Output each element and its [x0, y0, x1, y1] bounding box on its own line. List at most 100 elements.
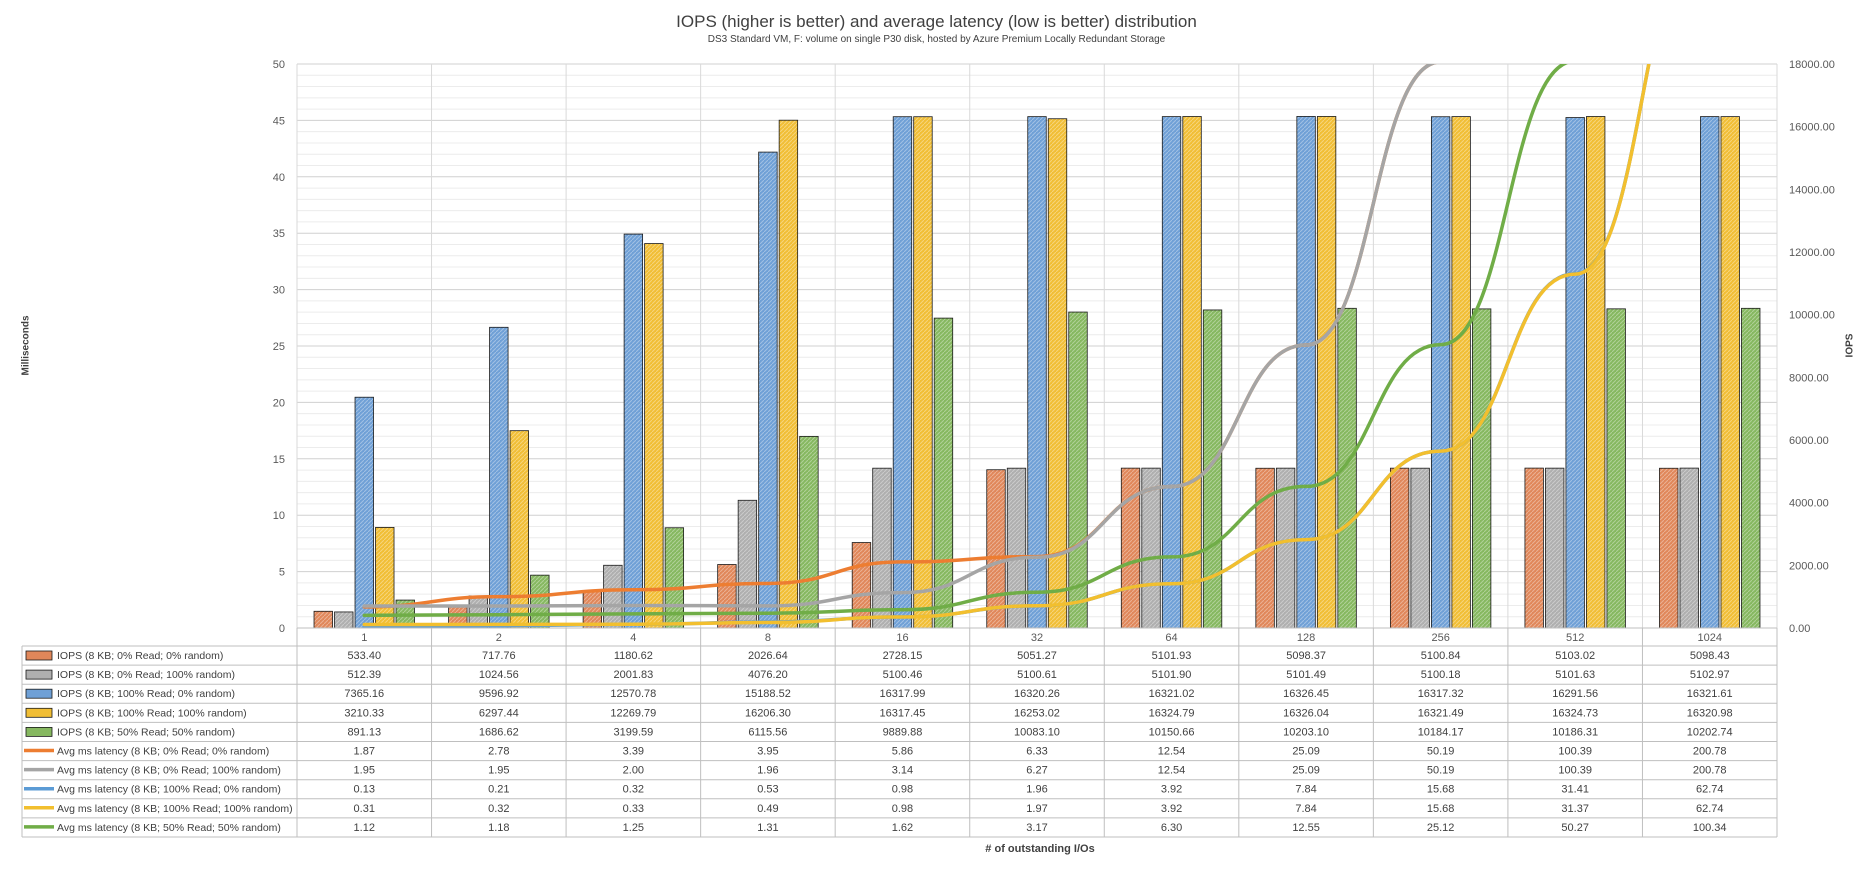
table-cell: 16326.45 — [1283, 688, 1329, 700]
table-cell: 7.84 — [1295, 803, 1316, 815]
chart-title: IOPS (higher is better) and average late… — [676, 12, 1197, 31]
table-cell: 12269.79 — [610, 707, 656, 719]
bar-3-3 — [778, 119, 799, 628]
bar-4-5 — [1068, 311, 1088, 628]
bar-2-0 — [354, 396, 374, 628]
legend-label: IOPS (8 KB; 50% Read; 50% random) — [57, 726, 235, 738]
legend-label: IOPS (8 KB; 100% Read; 100% random) — [57, 707, 247, 719]
y-right-tick-label: 12000.00 — [1789, 247, 1835, 259]
table-cell: 1.95 — [354, 765, 375, 777]
line-series-1 — [362, 64, 1439, 608]
bar-0-5 — [986, 469, 1006, 628]
bar-1-5 — [1006, 467, 1027, 628]
bar-3-6 — [1182, 116, 1202, 628]
legend-label: IOPS (8 KB; 100% Read; 0% random) — [57, 688, 235, 700]
table-cell: 25.09 — [1292, 765, 1320, 777]
bar-4-3 — [799, 435, 819, 628]
table-cell: 6.30 — [1161, 822, 1182, 834]
bar-3-7 — [1316, 116, 1337, 628]
x-tick-label: 16 — [896, 632, 908, 644]
table-cell: 5101.93 — [1152, 650, 1192, 662]
table-cell: 1024.56 — [479, 669, 519, 681]
table-cell: 5051.27 — [1017, 650, 1057, 662]
table-cell: 0.21 — [488, 784, 509, 796]
table-cell: 5100.18 — [1421, 669, 1461, 681]
x-tick-label: 256 — [1431, 632, 1449, 644]
table-cell: 3.92 — [1161, 803, 1182, 815]
x-tick-label: 1 — [361, 632, 367, 644]
table-cell: 5101.90 — [1152, 669, 1192, 681]
table-cell: 16206.30 — [745, 707, 791, 719]
bar-0-2 — [582, 590, 603, 628]
bar-3-0 — [375, 527, 395, 628]
table-cell: 50.27 — [1561, 822, 1589, 834]
table-cell: 31.37 — [1561, 803, 1589, 815]
bar-1-2 — [603, 564, 623, 628]
table-cell: 62.74 — [1696, 784, 1724, 796]
table-cell: 0.31 — [354, 803, 375, 815]
bar-2-1 — [489, 326, 509, 628]
legend-label: IOPS (8 KB; 0% Read; 0% random) — [57, 650, 223, 662]
table-cell: 1686.62 — [479, 726, 519, 738]
y-right-tick-label: 8000.00 — [1789, 372, 1829, 384]
table-cell: 6.27 — [1026, 765, 1047, 777]
table-cell: 31.41 — [1561, 784, 1589, 796]
table-cell: 10083.10 — [1014, 726, 1060, 738]
table-cell: 891.13 — [347, 726, 381, 738]
table-cell: 16291.56 — [1552, 688, 1598, 700]
table-cell: 3.14 — [892, 765, 913, 777]
bar-0-3 — [717, 564, 737, 628]
table-cell: 1.96 — [1026, 784, 1047, 796]
table-cell: 1.12 — [354, 822, 375, 834]
table-cell: 9596.92 — [479, 688, 519, 700]
table-cell: 3210.33 — [344, 707, 384, 719]
y-right-tick-label: 16000.00 — [1789, 122, 1835, 134]
table-cell: 12.54 — [1158, 746, 1186, 758]
table-cell: 50.19 — [1427, 765, 1455, 777]
table-cell: 25.09 — [1292, 746, 1320, 758]
table-cell: 0.53 — [757, 784, 778, 796]
table-cell: 5100.61 — [1017, 669, 1057, 681]
x-tick-label: 4 — [630, 632, 636, 644]
table-cell: 16320.26 — [1014, 688, 1060, 700]
bar-1-10 — [1679, 467, 1699, 628]
legend-label: Avg ms latency (8 KB; 100% Read; 100% ra… — [57, 803, 293, 815]
bar-0-8 — [1389, 467, 1410, 628]
table-cell: 16321.49 — [1418, 707, 1464, 719]
bar-2-5 — [1027, 116, 1047, 628]
bar-4-7 — [1337, 307, 1357, 628]
y-right-tick-label: 6000.00 — [1789, 435, 1829, 447]
table-cell: 6297.44 — [479, 707, 519, 719]
x-tick-label: 2 — [496, 632, 502, 644]
table-cell: 16317.99 — [880, 688, 926, 700]
table-cell: 50.19 — [1427, 746, 1455, 758]
table-cell: 100.34 — [1693, 822, 1727, 834]
bar-1-9 — [1545, 467, 1565, 628]
table-cell: 7.84 — [1295, 784, 1316, 796]
legend-key-bar — [25, 669, 53, 680]
bar-3-10 — [1720, 116, 1740, 628]
bar-0-9 — [1524, 467, 1544, 628]
y-right-tick-label: 14000.00 — [1789, 184, 1835, 196]
y-left-tick-label: 45 — [273, 115, 285, 127]
table-cell: 4076.20 — [748, 669, 788, 681]
table-cell: 1.62 — [892, 822, 913, 834]
table-cell: 5100.46 — [883, 669, 923, 681]
table-cell: 1180.62 — [614, 650, 653, 662]
y-left-tick-label: 10 — [273, 510, 285, 522]
bar-2-6 — [1161, 116, 1182, 628]
bar-1-0 — [334, 611, 354, 628]
bar-3-4 — [913, 116, 933, 628]
table-cell: 1.18 — [488, 822, 509, 834]
table-cell: 2026.64 — [748, 650, 788, 662]
y-left-tick-label: 20 — [273, 397, 285, 409]
table-cell: 2.00 — [623, 765, 644, 777]
table-cell: 12570.78 — [610, 688, 656, 700]
chart-subtitle: DS3 Standard VM, F: volume on single P30… — [707, 34, 1166, 45]
table-cell: 3.92 — [1161, 784, 1182, 796]
table-cell: 5.86 — [892, 746, 913, 758]
bar-3-9 — [1586, 116, 1606, 628]
bar-0-0 — [313, 610, 333, 628]
bar-1-6 — [1141, 467, 1161, 628]
